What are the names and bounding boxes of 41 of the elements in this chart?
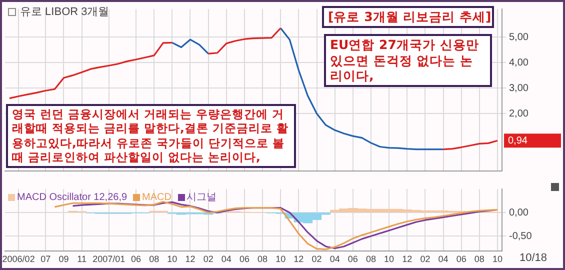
y-tick-label: -0,50: [509, 230, 532, 242]
x-tick-label: 06: [456, 254, 466, 264]
y-tick-label: 3,00: [509, 82, 529, 94]
x-tick-label: 11: [77, 254, 86, 264]
x-tick-label: 02: [203, 254, 214, 264]
x-tick-label: 12: [294, 254, 304, 264]
x-tick-label: 02: [312, 254, 322, 264]
annotation: EU연합 27개국가 신용만있으면 돈걱정 없다는 논리이다,: [324, 34, 492, 87]
annotation: [유로 3개월 리보금리 추세]: [322, 6, 494, 28]
x-tick-label: 12: [185, 254, 196, 264]
chart-title: 유로 LIBOR 3개월: [20, 5, 110, 19]
x-tick-label: 04: [438, 254, 448, 264]
y-tick-label: 0,00: [509, 207, 529, 218]
x-tick-label: 04: [221, 254, 232, 264]
x-tick-label: 08: [258, 254, 268, 264]
x-tick-label: 2006/02: [2, 254, 35, 264]
x-tick-label: 10: [384, 254, 394, 264]
text: 0,94: [508, 135, 528, 146]
legend-label: MACD Oscillator 12,26,9: [17, 192, 128, 202]
text: 10/18: [519, 252, 547, 266]
x-tick-label: 08: [149, 254, 160, 264]
y-tick-label: 4,00: [509, 57, 529, 68]
x-tick-label: 06: [239, 254, 250, 264]
x-tick-label: 02: [420, 254, 430, 264]
y-tick-label: 5,00: [509, 32, 529, 43]
x-tick-label: 10: [276, 254, 286, 264]
x-tick-label: 10: [167, 254, 178, 264]
x-tick-label: 06: [131, 254, 142, 264]
x-tick-label: 12: [402, 254, 412, 264]
y-tick-label: 2,00: [509, 108, 529, 120]
x-tick-label: 08: [474, 254, 484, 264]
x-tick-label: 04: [330, 254, 340, 264]
x-tick-label: 06: [348, 254, 358, 264]
x-tick-label: 07: [40, 254, 51, 264]
x-tick-label: 09: [58, 254, 69, 264]
annotation: 영국 런던 금융시장에서 거래되는 우량은행간에 거래할때 적용되는 금리를 말한다,결론 기준금리로 활용하고있다,따라서 유로존 국가들이 단기적으로 볼때 금리로인하여 파산할일이 없다는 논리이다,: [6, 104, 296, 168]
legend-label: MACD: [142, 192, 172, 202]
legend-label: 시그널: [186, 191, 216, 204]
x-tick-label: 08: [366, 254, 376, 264]
x-tick-label: 2007/01: [92, 254, 126, 264]
x-tick-label: 10: [492, 254, 502, 264]
